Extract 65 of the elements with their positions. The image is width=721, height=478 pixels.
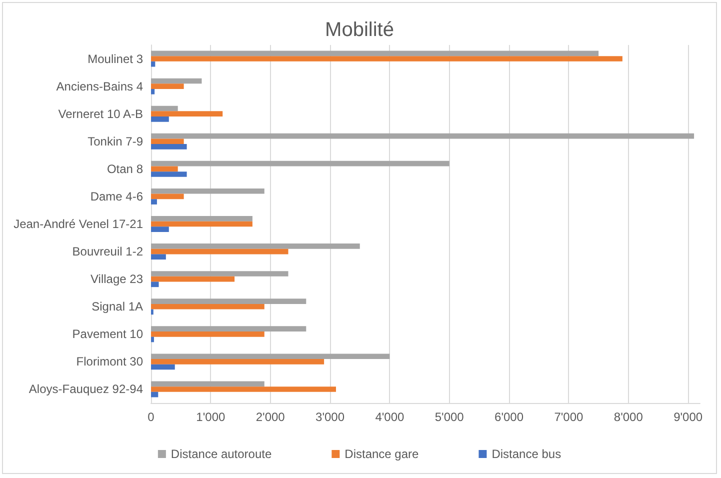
bar: [151, 138, 184, 144]
bar: [151, 336, 154, 342]
bar: [151, 56, 622, 62]
bar: [151, 244, 360, 249]
bar: [151, 304, 264, 310]
bar: [151, 84, 184, 89]
bar: [151, 172, 187, 177]
bar: [151, 111, 223, 117]
y-tick-label: Florimont 30: [76, 354, 144, 369]
bar: [151, 78, 202, 84]
bar: [151, 298, 306, 304]
bar: [151, 392, 158, 398]
bar: [151, 194, 184, 200]
x-tick-label: 7'000: [554, 410, 584, 424]
bar: [151, 381, 264, 387]
y-tick-label: Dame 4-6: [90, 189, 144, 204]
chart-title: Mobilité: [325, 19, 394, 41]
y-tick-label: Jean-André Venel 17-21: [14, 217, 144, 231]
bar: [151, 106, 178, 112]
bar: [151, 282, 159, 288]
bar: [151, 144, 187, 150]
bar: [151, 50, 599, 56]
x-tick-label: 5'000: [434, 410, 464, 424]
bar: [151, 116, 169, 122]
x-tick-label: 8'000: [614, 410, 644, 424]
x-tick-label: 2'000: [256, 410, 286, 424]
bar: [151, 386, 336, 392]
x-tick-label: 1'000: [196, 410, 226, 424]
bar: [151, 199, 157, 204]
bar: [151, 160, 450, 166]
x-tick-label: 6'000: [494, 410, 524, 424]
bar: [151, 88, 155, 94]
bar: [151, 188, 264, 194]
x-tick-label: 0: [148, 410, 155, 424]
legend-label: Distance bus: [492, 447, 562, 461]
legend-label: Distance gare: [344, 447, 420, 461]
bar: [151, 61, 156, 67]
y-tick-label: Pavement 10: [72, 327, 144, 342]
x-tick-label: 3'000: [316, 410, 345, 424]
y-tick-label: Village 23: [90, 272, 144, 286]
y-tick-label: Signal 1A: [92, 300, 143, 314]
bar: [151, 364, 175, 370]
x-tick-label: 9'000: [674, 410, 703, 424]
y-tick-label: Verneret 10 A-B: [58, 106, 143, 121]
bar: [151, 271, 288, 276]
y-tick-label: Tonkin 7-9: [88, 134, 144, 148]
bar: [151, 133, 694, 139]
y-tick-label: Anciens-Bains 4: [56, 79, 144, 94]
bar: [151, 226, 169, 232]
bar: [151, 276, 235, 282]
bar: [151, 331, 264, 337]
y-tick-label: Otan 8: [106, 162, 144, 176]
bar: [151, 326, 306, 332]
legend-label: Distance autoroute: [170, 447, 272, 461]
x-tick-label: 4'000: [375, 410, 405, 424]
bar: [151, 254, 166, 260]
bar: [151, 216, 252, 222]
y-tick-label: Moulinet 3: [88, 52, 144, 66]
y-tick-label: Aloys-Fauquez 92-94: [28, 382, 144, 396]
bar: [151, 248, 288, 254]
bar: [151, 166, 178, 172]
bar: [151, 354, 390, 360]
y-tick-label: Bouvreuil 1-2: [72, 244, 144, 259]
bar: [151, 221, 252, 227]
bar: [151, 359, 324, 364]
